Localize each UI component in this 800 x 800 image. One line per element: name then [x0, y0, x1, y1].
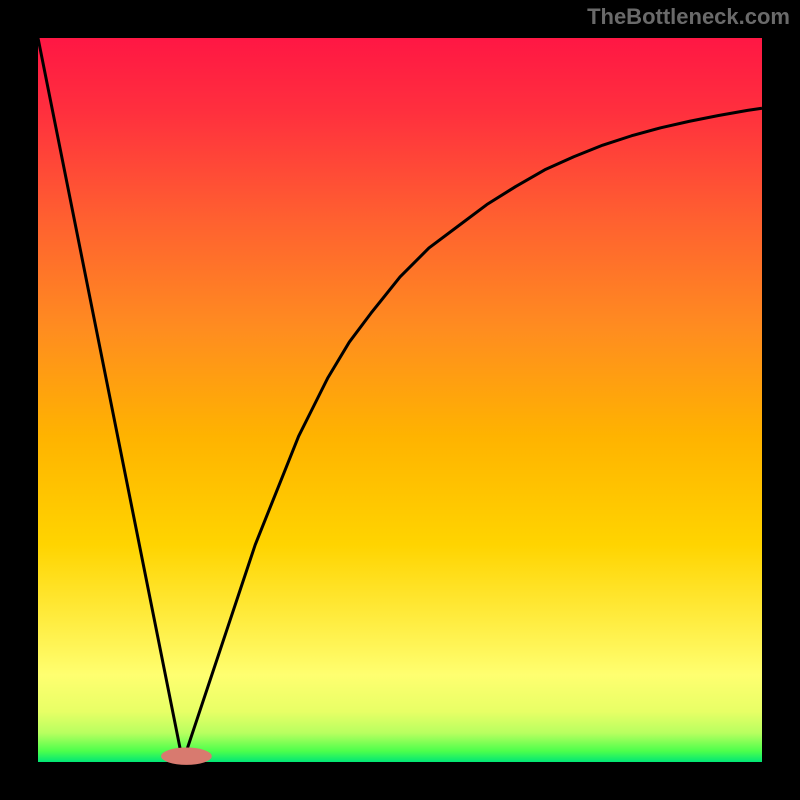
valley-marker — [161, 748, 212, 765]
watermark-text: TheBottleneck.com — [587, 4, 790, 30]
chart-container: TheBottleneck.com — [0, 0, 800, 800]
plot-area — [38, 38, 762, 762]
bottleneck-chart — [0, 0, 800, 800]
